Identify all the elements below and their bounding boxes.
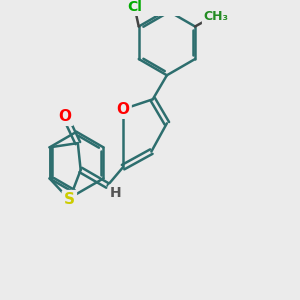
Text: S: S bbox=[64, 192, 75, 207]
Text: Cl: Cl bbox=[127, 0, 142, 14]
Text: O: O bbox=[117, 102, 130, 117]
Text: O: O bbox=[58, 109, 72, 124]
Text: CH₃: CH₃ bbox=[204, 10, 229, 23]
Text: H: H bbox=[110, 186, 122, 200]
